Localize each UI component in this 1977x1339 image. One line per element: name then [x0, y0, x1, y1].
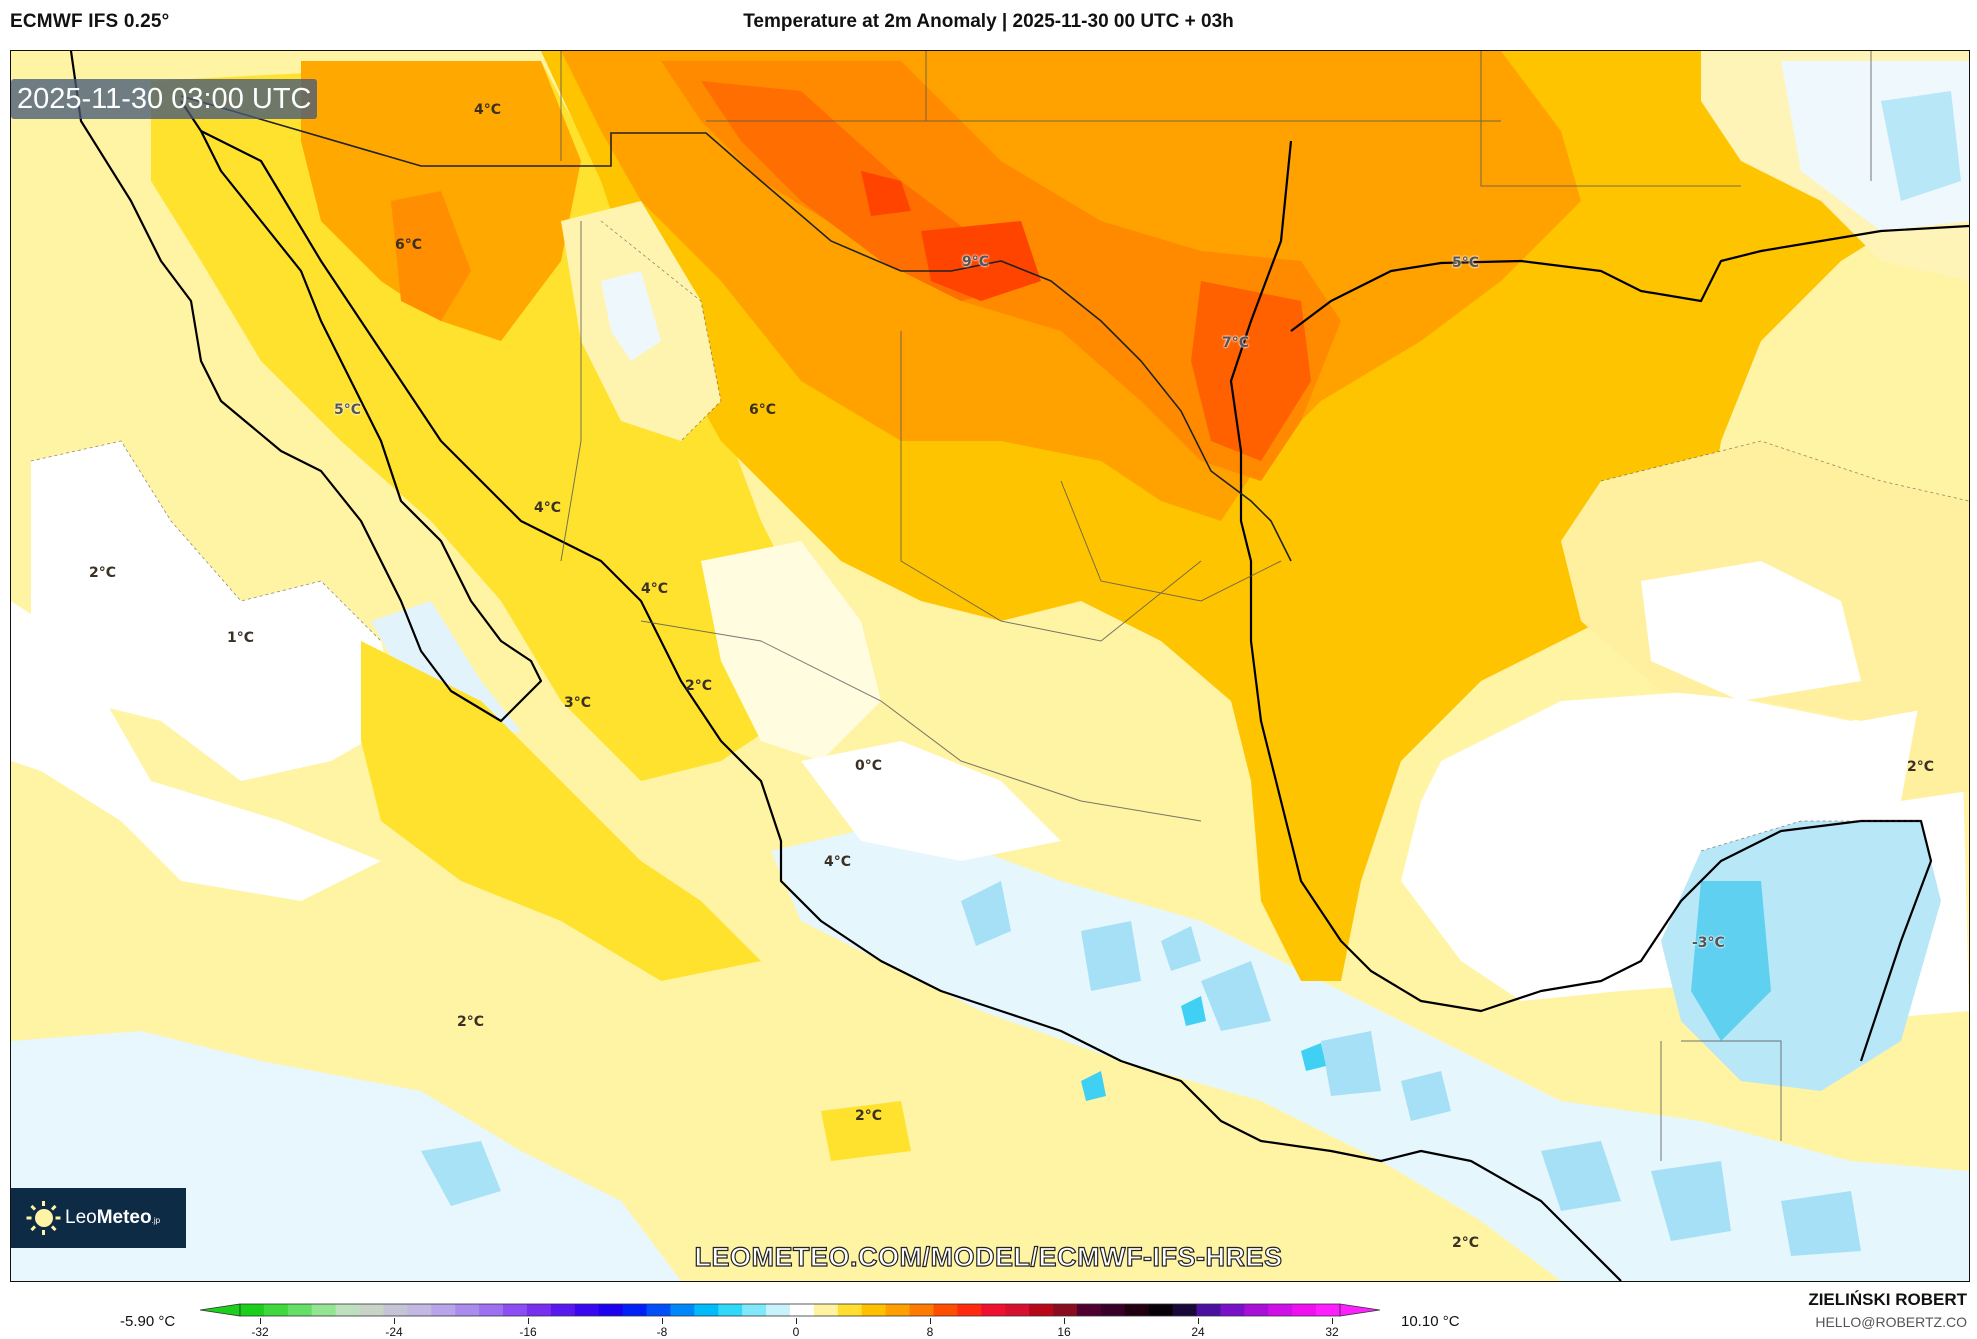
colorbar-tick	[1198, 1318, 1199, 1324]
contour-label: 2°C	[89, 565, 117, 581]
colorbar-tick	[394, 1318, 395, 1324]
colorbar-tick	[1332, 1318, 1333, 1324]
contour-label: 2°C	[685, 678, 713, 694]
colorbar-tick-label: -32	[251, 1325, 269, 1339]
contour-label: -3°C	[1692, 935, 1725, 951]
colorbar-max-value: 10.10 °C	[1401, 1313, 1460, 1330]
colorbar-tick	[662, 1318, 663, 1324]
colorbar-tick-label: 16	[1057, 1325, 1071, 1339]
colorbar-tick-label: 32	[1325, 1325, 1339, 1339]
colorbar	[200, 1303, 1380, 1317]
contour-label: 9°C	[962, 254, 990, 270]
colorbar-tick-label: -8	[656, 1325, 668, 1339]
contour-label: 4°C	[474, 102, 502, 118]
temperature-anomaly-map: 2025-11-30 03:00 UTC 4°C 6°C 9°C 5°C 7°C 5°C 6…	[10, 50, 1970, 1282]
contour-label: 4°C	[824, 854, 852, 870]
model-name: ECMWF IFS 0.25°	[10, 11, 170, 32]
contour-label: 4°C	[534, 500, 562, 516]
chart-title: Temperature at 2m Anomaly | 2025-11-30 0…	[743, 11, 1234, 32]
contour-label: 3°C	[564, 695, 592, 711]
valid-time-badge: 2025-11-30 03:00 UTC	[11, 79, 318, 119]
colorbar-min-value: -5.90 °C	[120, 1313, 176, 1330]
colorbar-tick-label: 0	[792, 1325, 800, 1339]
watermark-url: LEOMETEO.COM/MODEL/ECMWF-IFS-HRES	[694, 1241, 1283, 1272]
contour-label: 4°C	[641, 581, 669, 597]
contour-label: 2°C	[855, 1108, 883, 1124]
contour-label: 0°C	[855, 758, 883, 774]
colorbar-tick	[260, 1318, 261, 1324]
sun-icon	[26, 1201, 61, 1235]
contour-label: 1°C	[227, 630, 255, 646]
colorbar-tick	[796, 1318, 797, 1324]
colorbar-tick-label: 24	[1191, 1325, 1205, 1339]
colorbar-tick-label: 8	[926, 1325, 934, 1339]
contour-label: 2°C	[1907, 759, 1935, 775]
colorbar-tick-label: -24	[385, 1325, 403, 1339]
map-fill-layer	[11, 51, 1969, 1281]
logo-wordmark: LeoMeteo.jp	[65, 1207, 161, 1228]
author-name: ZIELIŃSKI ROBERT	[1808, 1290, 1967, 1309]
colorbar-tick	[1064, 1318, 1065, 1324]
contour-label: 6°C	[395, 237, 423, 253]
colorbar-tick-label: -16	[519, 1325, 537, 1339]
colorbar-tick	[930, 1318, 931, 1324]
contour-label: 2°C	[1452, 1235, 1480, 1251]
leometeo-logo: LeoMeteo.jp	[11, 1188, 186, 1248]
contour-label: 5°C	[334, 402, 362, 418]
contour-label: 6°C	[749, 402, 777, 418]
contour-label: 2°C	[457, 1014, 485, 1030]
contour-label: 7°C	[1222, 335, 1250, 351]
author-email: HELLO@ROBERTZ.CO	[1815, 1314, 1967, 1330]
colorbar-tick	[528, 1318, 529, 1324]
contour-label: 5°C	[1452, 255, 1480, 271]
